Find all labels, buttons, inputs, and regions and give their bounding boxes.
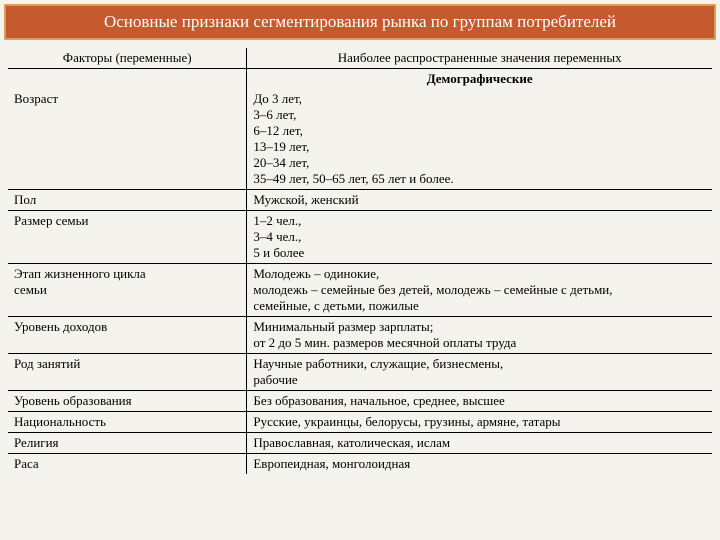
value-line: 1–2 чел., [253,213,706,229]
value-cell: Европеидная, монголоидная [247,454,712,474]
factor-line: семьи [14,282,240,298]
factor-cell: Национальность [8,412,247,432]
header-values: Наиболее распространенные значения перем… [247,48,712,68]
value-line: Минимальный размер зарплаты; [253,319,706,335]
factor-cell: Уровень доходов [8,317,247,353]
value-cell: Без образования, начальное, среднее, выс… [247,391,712,411]
value-line: Православная, католическая, ислам [253,435,706,451]
value-line: Научные работники, служащие, бизнесмены, [253,356,706,372]
factor-cell: Этап жизненного цикласемьи [8,264,247,316]
value-cell: До 3 лет,3–6 лет,6–12 лет,13–19 лет,20–3… [247,89,712,189]
table-row: Этап жизненного цикласемьиМолодежь – оди… [8,264,712,317]
value-cell: 1–2 чел., 3–4 чел.,5 и более [247,211,712,263]
table-row: Национальность Русские, украинцы, белорус… [8,412,712,433]
value-line: До 3 лет, [253,91,706,107]
value-line: Русские, украинцы, белорусы, грузины, ар… [253,414,706,430]
value-line: 3–6 лет, [253,107,706,123]
value-line: от 2 до 5 мин. размеров месячной оплаты … [253,335,706,351]
factor-cell: Род занятий [8,354,247,390]
value-line: Молодежь – одинокие, [253,266,706,282]
value-line: 3–4 чел., [253,229,706,245]
value-line: 6–12 лет, [253,123,706,139]
value-line: рабочие [253,372,706,388]
value-cell: Мужской, женский [247,190,712,210]
section-row: Демографические [8,69,712,89]
factor-cell: Размер семьи [8,211,247,263]
factor-cell: Возраст [8,89,247,189]
value-line: 13–19 лет, [253,139,706,155]
table-row: Размер семьи1–2 чел., 3–4 чел.,5 и более [8,211,712,264]
factor-cell: Пол [8,190,247,210]
value-line: Мужской, женский [253,192,706,208]
factor-cell: Уровень образования [8,391,247,411]
table-row: Род занятийНаучные работники, служащие, … [8,354,712,391]
value-line: семейные, с детьми, пожилые [253,298,706,314]
section-left-empty [8,69,247,89]
table-row: ВозрастДо 3 лет,3–6 лет,6–12 лет,13–19 л… [8,89,712,190]
factor-cell: Религия [8,433,247,453]
page-title: Основные признаки сегментирования рынка … [4,4,716,40]
table-row: Уровень образования Без образования, нача… [8,391,712,412]
table-header-row: Факторы (переменные) Наиболее распростра… [8,48,712,69]
value-cell: Православная, католическая, ислам [247,433,712,453]
value-line: молодежь – семейные без детей, молодежь … [253,282,706,298]
value-line: 5 и более [253,245,706,261]
value-cell: Минимальный размер зарплаты;от 2 до 5 ми… [247,317,712,353]
value-line: Европеидная, монголоидная [253,456,706,472]
value-line: 35–49 лет, 50–65 лет, 65 лет и более. [253,171,706,187]
value-cell: Русские, украинцы, белорусы, грузины, ар… [247,412,712,432]
value-line: Без образования, начальное, среднее, выс… [253,393,706,409]
table-row: Религия Православная, католическая, ислам [8,433,712,454]
section-label: Демографические [247,69,712,89]
table-row: Раса Европеидная, монголоидная [8,454,712,474]
header-factors: Факторы (переменные) [8,48,247,68]
value-line: 20–34 лет, [253,155,706,171]
table-row: Пол Мужской, женский [8,190,712,211]
table-row: Уровень доходовМинимальный размер зарпла… [8,317,712,354]
factor-cell: Раса [8,454,247,474]
factor-line: Этап жизненного цикла [14,266,240,282]
value-cell: Научные работники, служащие, бизнесмены,… [247,354,712,390]
value-cell: Молодежь – одинокие,молодежь – семейные … [247,264,712,316]
table-container: Факторы (переменные) Наиболее распростра… [4,48,716,474]
